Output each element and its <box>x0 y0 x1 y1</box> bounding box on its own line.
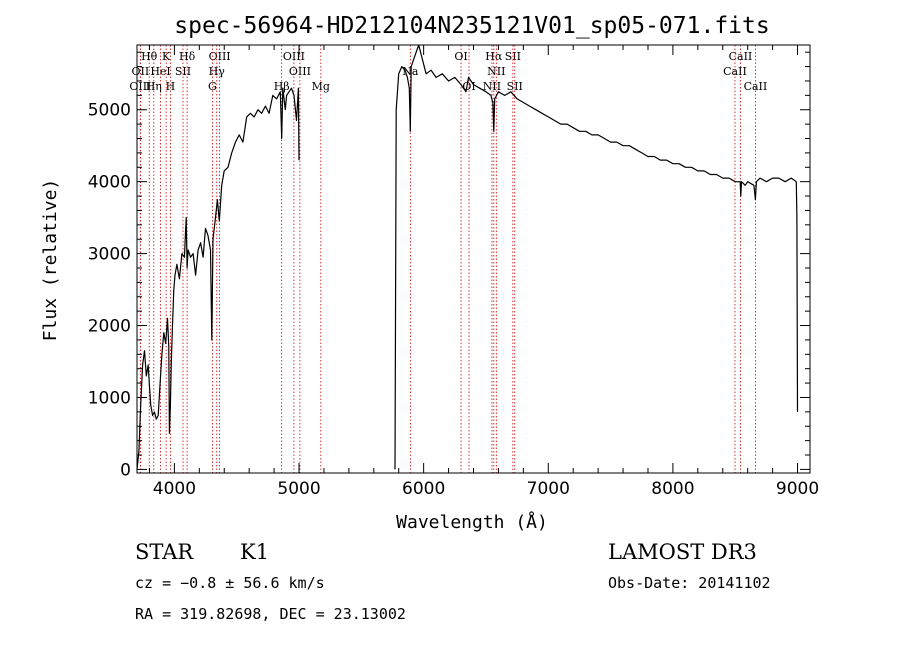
y-tick-label: 1000 <box>88 388 131 408</box>
survey-label: LAMOST DR3 <box>608 540 757 564</box>
spectral-line-label: HeI <box>150 65 170 78</box>
spectral-line-label: SII <box>507 80 523 93</box>
spectrum-line <box>394 44 799 470</box>
spectral-line-label: G <box>208 80 217 93</box>
spectral-line-label: Hγ <box>209 65 226 78</box>
spectral-line-label: Hα <box>485 50 503 63</box>
spectral-line-label: CaII <box>723 65 747 78</box>
spectral-line-label: H <box>166 80 176 93</box>
spectral-line-label: OII <box>132 65 150 78</box>
spectrum-line <box>136 87 300 470</box>
y-tick-label: 5000 <box>88 101 131 121</box>
x-tick-label: 9000 <box>776 479 819 499</box>
spectral-line-label: Hβ <box>274 80 290 93</box>
spectral-line-label: SII <box>175 65 191 78</box>
subclass-label: K1 <box>240 540 269 564</box>
y-tick-label: 0 <box>120 460 131 480</box>
spectral-line-label: K <box>162 50 171 63</box>
obs-date: Obs-Date: 20141102 <box>608 574 771 592</box>
spectral-line-label: OIII <box>209 50 231 63</box>
x-tick-label: 8000 <box>651 479 694 499</box>
spectral-line-label: CaII <box>729 50 753 63</box>
x-tick-label: 6000 <box>402 479 445 499</box>
y-axis-label: Flux (relative) <box>40 179 61 342</box>
x-tick-label: 7000 <box>527 479 570 499</box>
class-label: STAR <box>135 540 194 564</box>
x-tick-label: 4000 <box>153 479 196 499</box>
spectral-line-label: OI <box>462 80 475 93</box>
cz-value: cz = −0.8 ± 56.6 km/s <box>135 574 325 592</box>
y-tick-label: 4000 <box>88 173 131 193</box>
chart-title: spec-56964-HD212104N235121V01_sp05-071.f… <box>174 13 769 39</box>
spectral-line-label: NII <box>483 80 501 93</box>
spectral-line-label: OIII <box>283 50 305 63</box>
spectral-line-label: NII <box>487 65 505 78</box>
spectral-line-label: OIII <box>129 80 151 93</box>
spectral-line-label: OIII <box>289 65 311 78</box>
spectral-line-label: Hη <box>146 80 162 93</box>
y-tick-label: 3000 <box>88 245 131 265</box>
spectral-line-label: Hδ <box>179 50 196 63</box>
spectral-line-label: Hθ <box>141 50 158 63</box>
plot-frame <box>136 44 811 474</box>
x-axis-label: Wavelength (Å) <box>396 511 548 533</box>
spectral-line-label: SII <box>505 50 521 63</box>
x-tick-label: 5000 <box>277 479 320 499</box>
spectral-line-label: CaII <box>744 80 768 93</box>
spectral-line-label: Mg <box>312 80 330 93</box>
y-tick-label: 2000 <box>88 317 131 337</box>
spectral-line-label: OI <box>454 50 467 63</box>
coords: RA = 319.82698, DEC = 23.13002 <box>135 605 406 623</box>
